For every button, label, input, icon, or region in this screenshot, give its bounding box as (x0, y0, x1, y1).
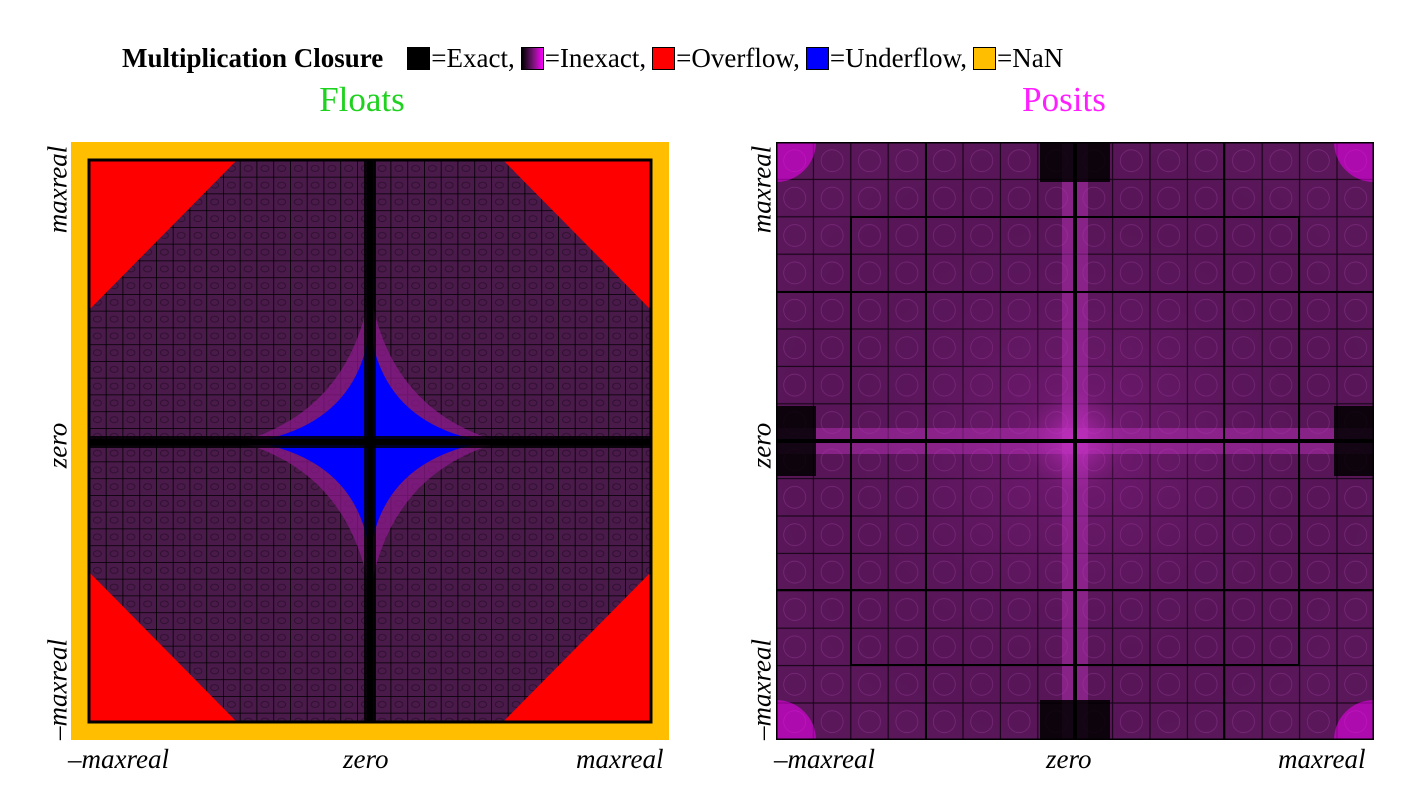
floats-ytick-zero: zero (42, 422, 73, 469)
posits-xtick-zero: zero (1046, 744, 1092, 774)
legend-item-underflow: =Underflow, (805, 42, 968, 74)
underflow-swatch-icon (805, 46, 829, 70)
legend-item-inexact: =Inexact, (520, 42, 647, 74)
posits-xtick-max: maxreal (1278, 744, 1366, 774)
overflow-corner-tl (89, 160, 237, 310)
legend-label-underflow: =Underflow, (829, 42, 968, 73)
inexact-swatch-icon (520, 46, 544, 70)
legend: Multiplication Closure =Exact, =Inexact,… (122, 38, 1063, 78)
legend-item-nan: =NaN (973, 43, 1063, 74)
floats-ytick-max: maxreal (42, 145, 73, 234)
posits-ytick-max: maxreal (746, 145, 777, 234)
floats-xtick-zero: zero (343, 744, 389, 774)
floats-heatmap (71, 142, 669, 740)
floats-ytick-min: –maxreal (42, 639, 73, 740)
legend-label-inexact: =Inexact, (544, 42, 647, 73)
overflow-corner-bl (89, 572, 237, 722)
overflow-corner-tr (503, 160, 651, 310)
legend-title: Multiplication Closure (122, 42, 384, 73)
posits-heatmap (776, 142, 1374, 740)
floats-title: Floats (319, 80, 405, 119)
posits-ytick-zero: zero (746, 422, 777, 469)
legend-item-overflow: =Overflow, (652, 43, 800, 74)
nan-swatch-icon (973, 46, 997, 70)
legend-label-nan: =NaN (997, 42, 1064, 73)
posits-title: Posits (1022, 80, 1106, 119)
overflow-corner-br (503, 572, 651, 722)
floats-xtick-min: –maxreal (68, 744, 169, 774)
legend-label-overflow: =Overflow, (676, 42, 800, 73)
exact-swatch-icon (407, 46, 431, 70)
legend-item-exact: =Exact, (407, 42, 515, 74)
floats-xtick-max: maxreal (576, 744, 664, 774)
posits-xtick-min: –maxreal (774, 744, 875, 774)
posits-ytick-min: –maxreal (746, 639, 777, 740)
overflow-swatch-icon (652, 46, 676, 70)
legend-label-exact: =Exact, (431, 42, 515, 73)
